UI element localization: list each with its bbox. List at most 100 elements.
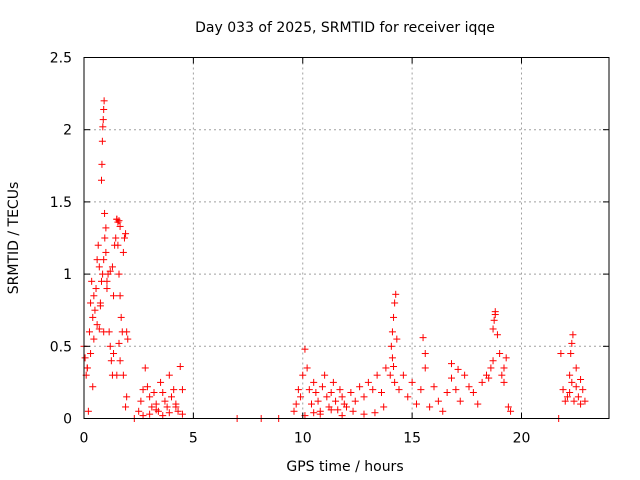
data-point <box>87 299 95 307</box>
data-point <box>430 383 438 391</box>
data-point <box>98 137 106 145</box>
data-point <box>557 350 565 358</box>
data-point <box>448 360 455 368</box>
data-point <box>112 234 120 242</box>
data-point <box>421 364 429 372</box>
data-point <box>141 364 149 372</box>
data-point <box>360 393 368 401</box>
data-point <box>150 389 158 397</box>
data-point <box>351 397 359 405</box>
data-point <box>408 378 416 386</box>
data-point <box>327 389 335 397</box>
data-point <box>579 386 587 394</box>
data-point <box>98 176 105 184</box>
data-point <box>572 383 580 391</box>
data-point <box>382 364 390 372</box>
data-point <box>373 371 381 379</box>
data-point <box>159 389 167 397</box>
data-point <box>489 357 497 365</box>
data-point <box>96 302 104 310</box>
data-point <box>386 371 394 379</box>
data-point <box>90 335 98 343</box>
data-point <box>123 328 131 336</box>
data-point <box>448 374 455 382</box>
data-point <box>563 393 571 401</box>
data-point <box>101 234 109 242</box>
data-point <box>390 363 398 371</box>
data-point <box>107 357 115 365</box>
data-point <box>574 393 582 401</box>
data-point <box>465 383 473 391</box>
data-point <box>478 378 486 386</box>
data-point <box>115 270 123 278</box>
data-point <box>310 378 318 386</box>
x-tick-label: 15 <box>403 431 421 447</box>
data-point <box>360 410 368 418</box>
data-point <box>421 350 429 358</box>
data-point <box>159 412 167 420</box>
data-point <box>507 407 515 415</box>
data-point <box>469 389 477 397</box>
data-point <box>94 241 102 249</box>
data-point <box>174 407 182 415</box>
data-point <box>87 350 95 358</box>
data-point <box>292 400 300 408</box>
data-point <box>139 412 147 420</box>
y-tick-label: 1.5 <box>50 195 72 211</box>
data-point <box>88 277 96 285</box>
data-point <box>395 386 403 394</box>
data-point <box>387 342 395 350</box>
data-point <box>491 308 499 316</box>
data-point <box>308 400 315 408</box>
data-point <box>301 345 309 353</box>
data-point <box>349 407 357 415</box>
data-point <box>454 365 462 373</box>
data-point <box>364 378 372 386</box>
data-point <box>108 263 116 271</box>
data-point <box>332 397 340 405</box>
data-point <box>93 256 101 264</box>
data-point <box>559 386 567 394</box>
data-point <box>570 397 578 405</box>
data-point <box>498 371 506 379</box>
data-point <box>461 371 469 379</box>
data-point <box>316 410 324 418</box>
data-point <box>106 267 114 275</box>
data-point <box>170 386 178 394</box>
data-point <box>338 393 346 401</box>
data-point <box>102 248 110 256</box>
data-point <box>566 371 574 379</box>
data-point <box>347 389 355 397</box>
data-point <box>502 354 510 362</box>
data-point <box>143 383 151 391</box>
data-point <box>490 316 498 324</box>
data-point <box>567 350 575 358</box>
data-point <box>496 350 504 358</box>
y-tick-label: 0 <box>63 412 72 428</box>
data-point <box>485 374 493 382</box>
data-point <box>95 325 103 333</box>
data-point <box>388 354 396 362</box>
x-axis: 0 5 10 15 20 <box>80 57 530 447</box>
data-point <box>84 407 92 415</box>
data-point <box>113 371 121 379</box>
data-point <box>120 234 128 242</box>
data-point <box>452 386 460 394</box>
data-point <box>114 218 122 226</box>
data-point <box>103 285 111 293</box>
x-axis-label: GPS time / hours <box>286 459 403 475</box>
data-point <box>404 393 412 401</box>
data-point <box>100 97 108 105</box>
data-point <box>100 105 108 113</box>
data-point <box>329 378 337 386</box>
data-point <box>168 393 175 401</box>
data-point <box>369 386 377 394</box>
data-point <box>500 364 508 372</box>
data-point <box>110 350 118 358</box>
data-point <box>303 364 311 372</box>
data-point <box>323 393 331 401</box>
data-point <box>392 290 400 298</box>
y-tick-label: 1 <box>63 267 72 283</box>
y-axis-label: SRMTID / TECUs <box>6 182 22 295</box>
data-point <box>419 334 427 342</box>
